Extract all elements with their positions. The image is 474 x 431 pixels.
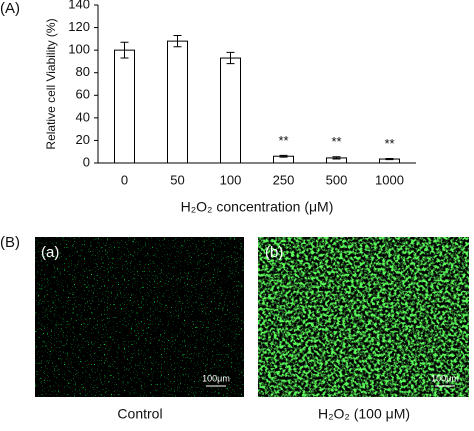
y-tick-label: 140 [68,0,90,11]
significance-label: ** [278,133,288,148]
y-tick-label: 0 [83,154,90,169]
bar [114,49,135,164]
x-tick-label: 0 [121,172,128,187]
panel-label: (A) [0,0,20,17]
scale-bar-label: 100μm [431,373,459,383]
y-tick-label: 80 [76,64,90,79]
error-bar [279,154,288,158]
error-bar [385,157,394,161]
error-bar [173,34,182,48]
image-caption: H₂O₂ (100 μM) [318,406,410,422]
error-bar [120,41,129,59]
image-a-signal [35,237,244,397]
x-tick-label: 500 [326,172,348,187]
x-tick-label: 50 [170,172,184,187]
x-axis-title: H₂O₂ concentration (μM) [181,199,334,215]
panel-label: (B) [0,234,20,251]
significance-label: ** [384,136,394,151]
y-axis-title: Relative cell Viability (%) [44,18,58,149]
image-label: (b) [265,244,283,261]
error-bar [226,51,235,65]
image-caption: Control [117,406,162,422]
image-label: (a) [41,244,59,261]
error-bar [332,156,341,160]
image-b-signal [258,237,469,397]
y-tick-label: 100 [68,42,90,57]
bar [220,57,241,164]
x-tick-label: 100 [220,172,242,187]
x-tick-label: 250 [273,172,295,187]
scale-bar-label: 100μm [202,373,230,383]
y-tick-label: 120 [68,19,90,34]
y-tick-label: 40 [76,109,90,124]
y-tick-label: 60 [76,87,90,102]
bar [167,40,188,164]
y-tick-label: 20 [76,132,90,147]
x-tick-label: 1000 [375,172,404,187]
significance-label: ** [331,134,341,149]
